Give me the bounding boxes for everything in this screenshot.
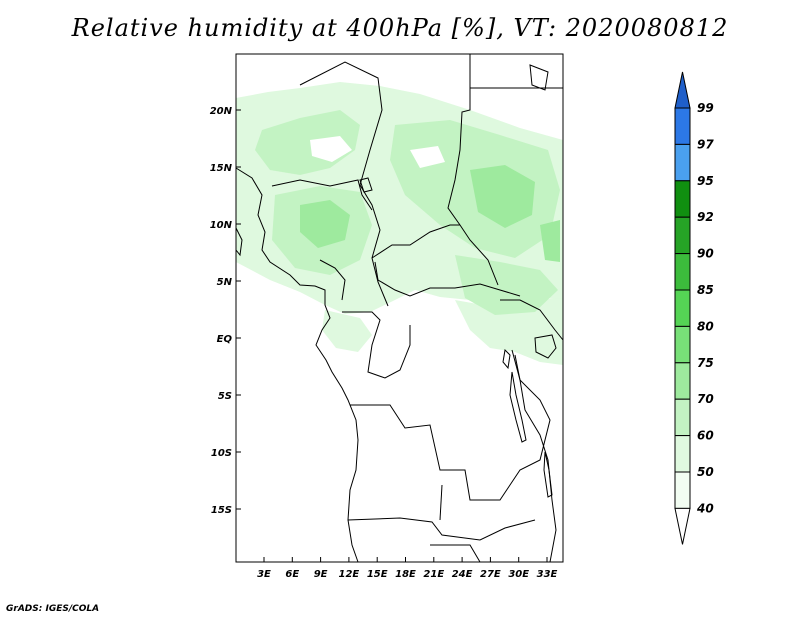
colorbar-label: 99 bbox=[697, 101, 714, 115]
dry-patch-1 bbox=[310, 136, 352, 162]
lake-chad bbox=[359, 177, 373, 193]
humidity-core-5 bbox=[300, 200, 350, 248]
colorbar-box bbox=[674, 253, 691, 291]
colorbar-box bbox=[674, 362, 691, 400]
border-lakes bbox=[511, 349, 557, 563]
colorbar-box bbox=[674, 471, 691, 509]
border-east-2 bbox=[500, 299, 564, 341]
lat-tick-label: 5N bbox=[217, 277, 233, 288]
lon-tick-label: 33E bbox=[537, 569, 558, 580]
colorbar-box bbox=[674, 435, 691, 473]
colorbar-label: 95 bbox=[697, 174, 714, 188]
lat-tick-label: 20N bbox=[210, 106, 233, 117]
colorbar-label: 75 bbox=[697, 356, 714, 370]
colorbar-box bbox=[674, 398, 691, 437]
border-cameroon bbox=[319, 259, 346, 301]
colorbar-label: 40 bbox=[696, 501, 714, 515]
longitude-axis: 3E 6E 9E 12E 15E 18E 21E 24E 27E 30E 33E bbox=[257, 557, 558, 580]
lon-tick-label: 15E bbox=[367, 569, 388, 580]
humidity-field bbox=[236, 82, 563, 365]
colorbar-arrow-top bbox=[674, 71, 691, 109]
lon-tick-label: 3E bbox=[257, 569, 271, 580]
lake-east-1 bbox=[529, 64, 549, 91]
lon-tick-label: 21E bbox=[423, 569, 444, 580]
lake-kivu bbox=[502, 348, 511, 370]
colorbar-label: 80 bbox=[697, 319, 714, 333]
lon-tick-label: 12E bbox=[339, 569, 360, 580]
colorbar-label: 92 bbox=[697, 210, 714, 224]
lake-tanganyika bbox=[509, 371, 527, 443]
border-angola-namibia bbox=[347, 517, 536, 541]
dry-patch-2 bbox=[410, 146, 445, 168]
latitude-axis: 20N 15N 10N 5N EQ 5S 10S 15S bbox=[210, 106, 241, 516]
humidity-core-7 bbox=[540, 220, 560, 262]
lon-tick-label: 6E bbox=[285, 569, 299, 580]
lat-tick-label: 10S bbox=[211, 448, 232, 459]
colorbar-box bbox=[674, 325, 691, 364]
border-chad-car bbox=[371, 224, 460, 259]
border-drc-angola bbox=[350, 354, 551, 501]
border-car-south bbox=[374, 261, 521, 297]
colorbar-label: 70 bbox=[697, 392, 714, 406]
humidity-region-eq bbox=[322, 310, 372, 352]
border-drc-west bbox=[342, 311, 411, 379]
colorbar-box bbox=[674, 143, 691, 182]
lon-tick-label: 27E bbox=[480, 569, 501, 580]
colorbar-arrow-bottom bbox=[674, 507, 691, 545]
map-frame bbox=[235, 53, 564, 563]
border-zambia bbox=[439, 484, 443, 521]
northern-border-1 bbox=[299, 61, 389, 307]
coastlines-borders bbox=[235, 54, 564, 563]
colorbar-label: 90 bbox=[697, 247, 714, 261]
lon-tick-label: 18E bbox=[395, 569, 416, 580]
colorbar-box bbox=[674, 107, 691, 145]
lake-volta bbox=[235, 227, 243, 257]
chart-title: Relative humidity at 400hPa [%], VT: 202… bbox=[71, 14, 729, 42]
west-africa-coast bbox=[235, 167, 359, 563]
humidity-core-4 bbox=[455, 255, 558, 315]
colorbar: 99 97 95 92 90 85 80 75 70 60 50 40 bbox=[674, 71, 714, 545]
lat-tick-label: EQ bbox=[217, 334, 233, 345]
colorbar-box bbox=[674, 216, 691, 255]
colorbar-label: 50 bbox=[697, 465, 714, 479]
lake-victoria bbox=[534, 334, 557, 359]
colorbar-box bbox=[674, 180, 691, 218]
lon-tick-label: 24E bbox=[452, 569, 473, 580]
colorbar-label: 60 bbox=[697, 429, 714, 443]
lat-tick-label: 5S bbox=[218, 391, 232, 402]
lon-tick-label: 9E bbox=[314, 569, 328, 580]
border-nigeria bbox=[271, 179, 373, 211]
humidity-core-6 bbox=[470, 165, 535, 228]
lon-tick-label: 30E bbox=[508, 569, 529, 580]
lake-malawi bbox=[543, 451, 553, 498]
colorbar-label: 85 bbox=[697, 283, 714, 297]
border-south-east bbox=[430, 544, 481, 563]
credit-label: GrADS: IGES/COLA bbox=[6, 604, 100, 614]
colorbar-box bbox=[674, 289, 691, 327]
lat-tick-label: 15N bbox=[210, 163, 233, 174]
northern-border-2 bbox=[447, 54, 499, 286]
lakes bbox=[235, 64, 557, 498]
colorbar-label: 97 bbox=[697, 137, 714, 151]
lat-tick-label: 15S bbox=[211, 505, 232, 516]
lat-tick-label: 10N bbox=[210, 220, 233, 231]
